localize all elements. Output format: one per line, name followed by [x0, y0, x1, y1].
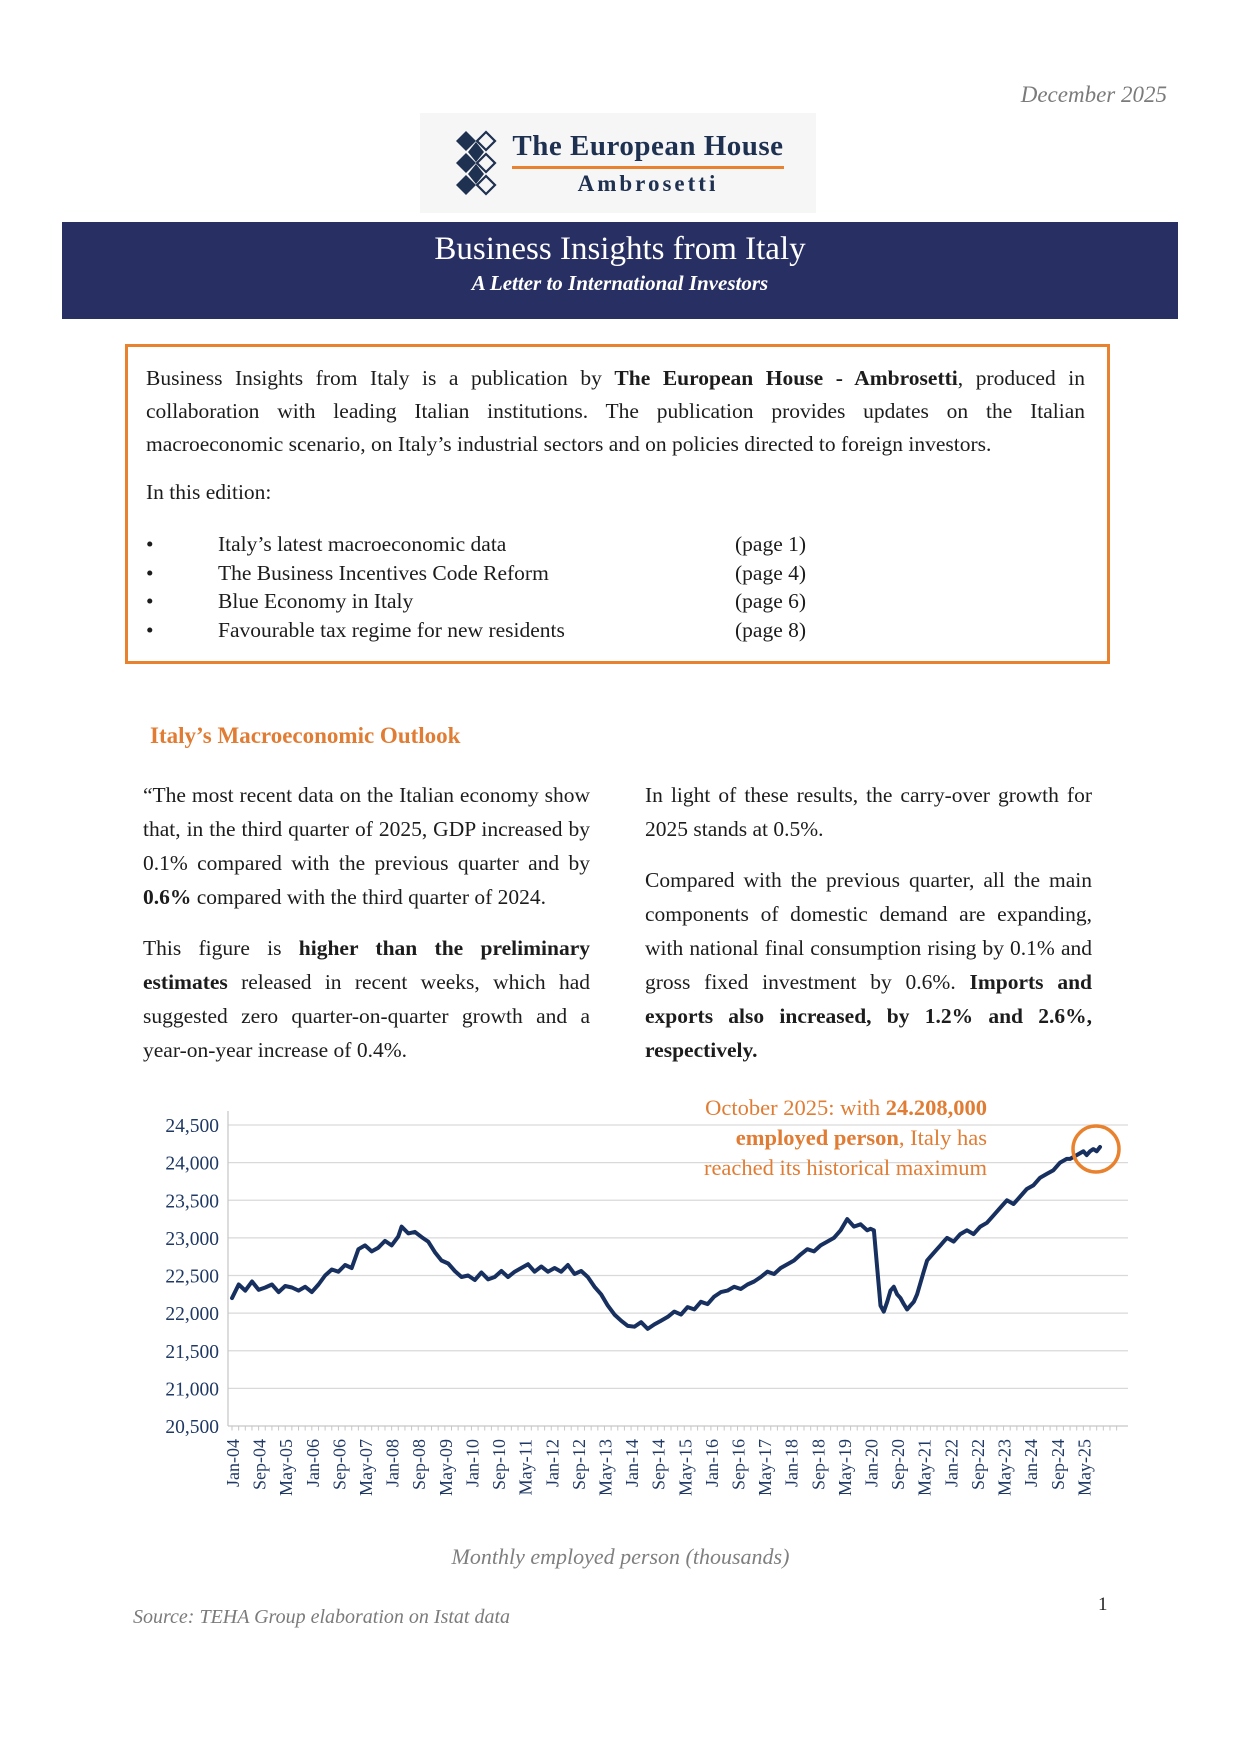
svg-text:May-25: May-25 — [1074, 1439, 1094, 1496]
bullet-icon: • — [146, 560, 154, 585]
edition-list: • Italy’s latest macroeconomic data (pag… — [146, 531, 1085, 643]
svg-text:May-21: May-21 — [915, 1439, 935, 1496]
svg-text:May-09: May-09 — [436, 1439, 456, 1496]
svg-text:20,500: 20,500 — [165, 1417, 219, 1438]
publisher-name: The European House Ambrosetti — [512, 130, 784, 197]
source-note: Source: TEHA Group elaboration on Istat … — [133, 1606, 511, 1628]
svg-text:Jan-16: Jan-16 — [702, 1439, 722, 1487]
body-column-right: In light of these results, the carry-ove… — [645, 778, 1092, 1084]
edition-label: In this edition: — [146, 480, 272, 504]
paragraph: “The most recent data on the Italian eco… — [143, 783, 590, 909]
svg-text:May-17: May-17 — [755, 1439, 775, 1496]
svg-text:Sep-18: Sep-18 — [808, 1439, 828, 1490]
svg-text:Jan-14: Jan-14 — [622, 1439, 642, 1487]
edition-item-label: Italy’s latest macroeconomic data — [218, 532, 507, 556]
svg-text:Sep-10: Sep-10 — [489, 1439, 509, 1490]
svg-text:May-19: May-19 — [835, 1439, 855, 1496]
svg-text:Jan-08: Jan-08 — [383, 1439, 403, 1487]
svg-text:Sep-14: Sep-14 — [649, 1439, 669, 1490]
svg-text:Sep-06: Sep-06 — [329, 1439, 349, 1490]
edition-item-label: Favourable tax regime for new residents — [218, 617, 565, 642]
intro-box: Business Insights from Italy is a public… — [125, 344, 1110, 664]
svg-text:Jan-06: Jan-06 — [303, 1439, 323, 1487]
svg-text:Jan-22: Jan-22 — [941, 1439, 961, 1487]
list-item: • Blue Economy in Italy (page 6) — [146, 588, 1085, 615]
edition-item-page: (page 4) — [735, 560, 807, 585]
list-item: • The Business Incentives Code Reform (p… — [146, 560, 1085, 587]
svg-text:21,000: 21,000 — [165, 1379, 219, 1400]
svg-text:Sep-20: Sep-20 — [888, 1439, 908, 1490]
list-item: • Italy’s latest macroeconomic data (pag… — [146, 531, 1085, 558]
svg-text:24,500: 24,500 — [165, 1116, 219, 1137]
ambrosetti-logo-icon — [456, 130, 497, 196]
publication-title: Business Insights from Italy — [434, 231, 806, 267]
svg-text:May-07: May-07 — [356, 1439, 376, 1496]
svg-text:Jan-12: Jan-12 — [542, 1439, 562, 1487]
annotation-line: reached its historical maximum — [703, 1155, 987, 1180]
svg-text:May-05: May-05 — [276, 1439, 296, 1496]
chart-annotation: October 2025: with 24.208,000 employed p… — [459, 1093, 987, 1183]
publisher-logo: The European House Ambrosetti — [420, 113, 816, 213]
bullet-icon: • — [146, 532, 154, 556]
svg-text:May-11: May-11 — [516, 1439, 536, 1495]
svg-text:23,000: 23,000 — [165, 1229, 219, 1250]
section-heading: Italy’s Macroeconomic Outlook — [150, 723, 461, 748]
title-banner: Business Insights from Italy A Letter to… — [62, 222, 1178, 319]
intro-paragraph: Business Insights from Italy is a public… — [146, 366, 1085, 456]
edition-item-page: (page 1) — [735, 532, 807, 556]
publication-subtitle: A Letter to International Investors — [471, 271, 769, 295]
page-number: 1 — [1098, 1594, 1108, 1615]
paragraph: This figure is higher than the prelimina… — [143, 936, 590, 1062]
annotation-line: October 2025: with 24.208,000 — [705, 1095, 987, 1120]
annotation-line: employed person, Italy has — [735, 1125, 987, 1150]
svg-text:Sep-22: Sep-22 — [968, 1439, 988, 1490]
list-item: • Favourable tax regime for new resident… — [146, 617, 1085, 644]
svg-text:Jan-24: Jan-24 — [1021, 1439, 1041, 1487]
svg-text:23,500: 23,500 — [165, 1191, 219, 1212]
svg-text:22,500: 22,500 — [165, 1267, 219, 1288]
paragraph: Compared with the previous quarter, all … — [645, 868, 1093, 1062]
edition-item-page: (page 8) — [735, 617, 807, 642]
svg-text:22,000: 22,000 — [165, 1304, 219, 1325]
svg-text:Jan-20: Jan-20 — [862, 1439, 882, 1487]
svg-text:Sep-16: Sep-16 — [729, 1439, 749, 1490]
bullet-icon: • — [146, 589, 154, 613]
employment-chart-svg: 24,500 24,000 23,500 23,000 22,500 22,000 21,5… — [165, 1111, 1128, 1496]
publisher-subtitle: Ambrosetti — [577, 170, 719, 196]
paragraph: In light of these results, the carry-ove… — [645, 783, 1092, 841]
svg-text:Sep-04: Sep-04 — [250, 1439, 270, 1490]
edition-item-page: (page 6) — [735, 589, 807, 613]
publisher-title: The European House — [512, 130, 784, 169]
chart-caption: Monthly employed person (thousands) — [451, 1544, 790, 1569]
issue-date: December 2025 — [1020, 82, 1167, 107]
svg-text:Sep-24: Sep-24 — [1048, 1439, 1068, 1490]
svg-text:May-13: May-13 — [595, 1439, 615, 1496]
svg-text:Jan-18: Jan-18 — [782, 1439, 802, 1487]
svg-text:Sep-08: Sep-08 — [409, 1439, 429, 1490]
svg-text:Jan-04: Jan-04 — [223, 1439, 243, 1487]
svg-text:24,000: 24,000 — [165, 1154, 219, 1175]
svg-text:May-23: May-23 — [995, 1439, 1015, 1496]
edition-item-label: Blue Economy in Italy — [218, 589, 414, 613]
svg-text:Sep-12: Sep-12 — [569, 1439, 589, 1490]
bullet-icon: • — [146, 617, 154, 642]
svg-text:May-15: May-15 — [675, 1439, 695, 1496]
edition-item-label: The Business Incentives Code Reform — [218, 560, 549, 585]
employment-chart: 24,500 24,000 23,500 23,000 22,500 22,000 21,5… — [62, 1085, 1178, 1535]
svg-text:21,500: 21,500 — [165, 1342, 219, 1363]
svg-text:Jan-10: Jan-10 — [462, 1439, 482, 1487]
body-column-left: “The most recent data on the Italian eco… — [143, 778, 590, 1084]
